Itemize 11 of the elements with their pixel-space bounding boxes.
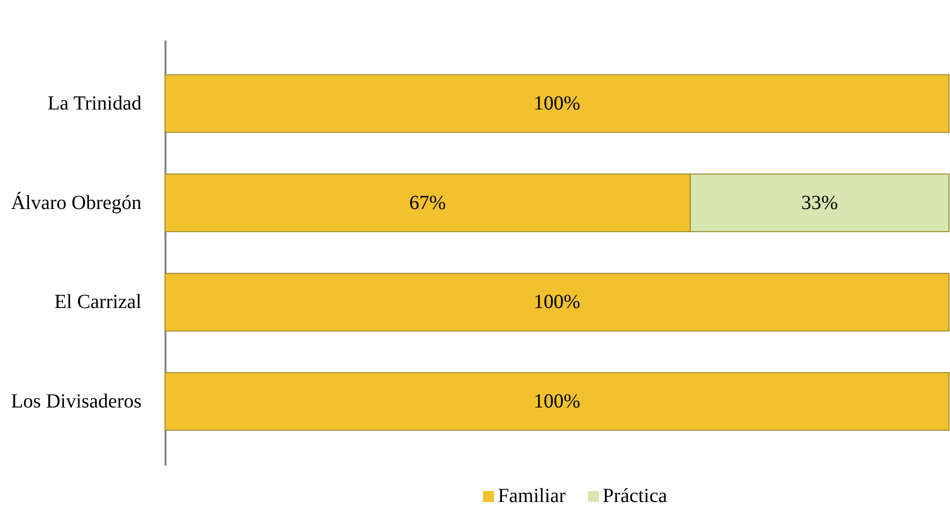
y-tick-label: La Trinidad [48, 92, 142, 115]
legend-label: Práctica [602, 485, 668, 508]
y-tick-label: Los Divisaderos [10, 390, 142, 412]
legend-label: Familiar [498, 485, 566, 508]
y-tick-label: Álvaro Obregón [10, 190, 142, 214]
data-label: 100% [534, 390, 580, 412]
data-label: 100% [534, 291, 580, 314]
data-label: 33% [801, 192, 838, 214]
data-label: 67% [409, 192, 446, 214]
data-label: 100% [534, 92, 580, 115]
y-tick-label: El Carrizal [54, 291, 142, 314]
